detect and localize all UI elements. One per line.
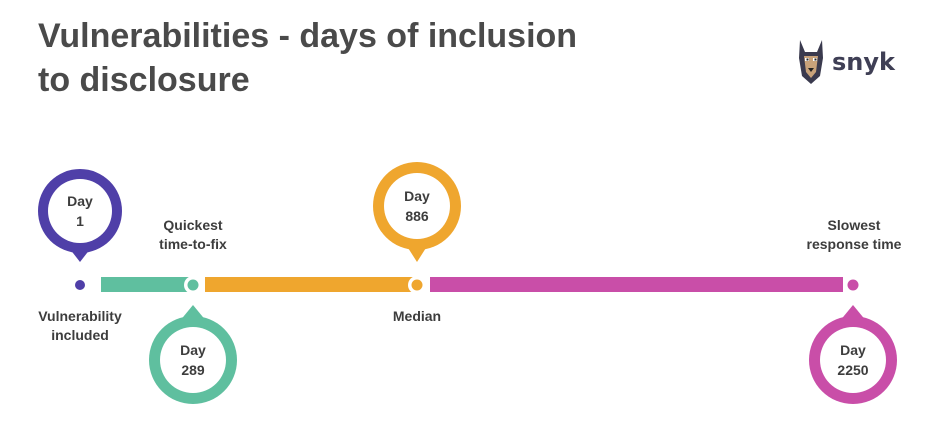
- title-line-1: Vulnerabilities - days of inclusion: [38, 17, 578, 55]
- milestone-dot-289: [184, 276, 202, 294]
- caption-line-1: Median: [392, 308, 442, 324]
- bubble-day-value: 2250: [837, 362, 869, 378]
- page-title: Vulnerabilities - days of inclusion to d…: [38, 14, 638, 102]
- segment-median-to-slowest: [430, 277, 843, 292]
- doberman-dog-icon: [799, 40, 823, 84]
- caption-line-1: Quickest: [163, 217, 223, 233]
- bubble-day-label: Day: [840, 342, 866, 358]
- bubble-day-label: Day: [404, 188, 430, 204]
- milestone-dot-886: [408, 276, 426, 294]
- bubble-text-day-1: Day 1: [40, 191, 120, 231]
- caption-line-2: response time: [806, 236, 902, 252]
- bubble-day-2250: [809, 305, 897, 404]
- caption-slowest-response-time: Slowest response time: [792, 216, 916, 254]
- bubble-day-value: 289: [181, 362, 205, 378]
- bubble-day-label: Day: [67, 193, 93, 209]
- bubble-day-label: Day: [180, 342, 206, 358]
- caption-line-1: Slowest: [827, 217, 881, 233]
- caption-line-1: Vulnerability: [38, 308, 122, 324]
- title-line-2: to disclosure: [38, 61, 250, 99]
- snyk-logo: snyk: [796, 38, 895, 86]
- caption-line-2: included: [51, 327, 109, 343]
- caption-line-2: time-to-fix: [159, 236, 227, 252]
- caption-vulnerability-included: Vulnerability included: [30, 307, 130, 345]
- caption-quickest-time-to-fix: Quickest time-to-fix: [143, 216, 243, 254]
- caption-median: Median: [367, 307, 467, 326]
- bubble-text-day-886: Day 886: [377, 186, 457, 226]
- bubble-text-day-2250: Day 2250: [813, 340, 893, 380]
- bubble-day-289: [149, 305, 237, 404]
- bubble-text-day-289: Day 289: [153, 340, 233, 380]
- segment-quickest-to-median: [205, 277, 417, 292]
- bubble-day-value: 886: [405, 208, 429, 224]
- milestone-dot-1: [72, 277, 88, 293]
- bubble-day-886: [373, 162, 461, 262]
- segment-included-to-quickest: [101, 277, 193, 292]
- bubble-day-1: [38, 169, 122, 262]
- bubble-day-value: 1: [76, 213, 84, 229]
- milestone-dot-2250: [844, 276, 862, 294]
- logo-wordmark: snyk: [832, 48, 895, 76]
